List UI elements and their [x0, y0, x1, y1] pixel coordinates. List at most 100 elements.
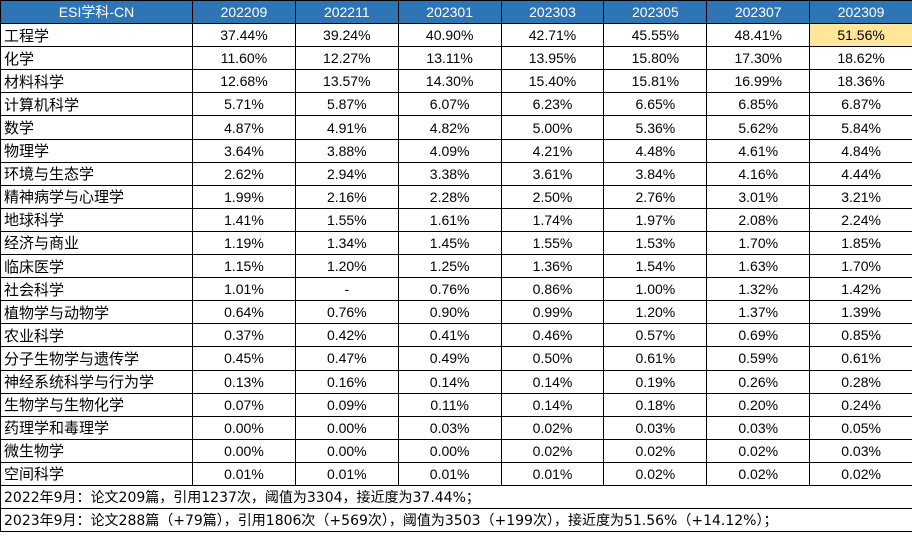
- value-cell: 1.32%: [706, 277, 811, 302]
- table-body: 工程学 37.44% 39.24% 40.90% 42.71% 45.55% 48.41% 5…: [0, 23, 912, 486]
- table-row: 生物学与生物化学 0.07% 0.09% 0.11% 0.14% 0.18% 0.20% 0.…: [0, 392, 912, 417]
- value-cell: 0.07%: [192, 392, 296, 417]
- value-cell: 0.00%: [192, 415, 296, 440]
- subject-cell: 分子生物学与遗传学: [0, 346, 193, 371]
- value-cell: 15.81%: [603, 69, 708, 94]
- value-cell: 11.60%: [192, 46, 296, 71]
- subject-cell: 环境与生态学: [0, 161, 193, 186]
- value-cell: 6.85%: [706, 92, 811, 117]
- note-text: 2022年9月：论文209篇，引用1237次，阈值为3304，接近度为37.44…: [0, 484, 912, 510]
- table-row: 环境与生态学 2.62% 2.94% 3.38% 3.61% 3.84% 4.16% 4.44…: [0, 161, 912, 186]
- value-cell: 1.41%: [192, 207, 296, 232]
- value-cell: 5.87%: [294, 92, 399, 117]
- value-cell: 4.91%: [294, 115, 399, 140]
- value-cell: 2.16%: [294, 184, 399, 209]
- value-cell: 2.76%: [603, 184, 708, 209]
- subject-cell: 农业科学: [0, 323, 193, 348]
- value-cell: 1.97%: [603, 207, 708, 232]
- header-row: ESI学科-CN 202209 202211 202301 202303 202305 2…: [0, 0, 912, 25]
- note-text: 2023年9月：论文288篇（+79篇），引用1806次（+569次），阈值为3…: [0, 508, 912, 533]
- header-period: 202211: [294, 0, 399, 25]
- value-cell: 4.16%: [706, 161, 811, 186]
- value-cell: 0.90%: [397, 300, 502, 325]
- value-cell: 1.70%: [706, 230, 811, 256]
- subject-cell: 精神病学与心理学: [0, 184, 193, 209]
- value-cell: 0.03%: [603, 415, 708, 440]
- value-cell: 4.87%: [192, 115, 296, 140]
- value-cell: 0.01%: [397, 461, 502, 486]
- value-cell: 6.87%: [809, 92, 912, 117]
- value-cell: 3.84%: [603, 161, 708, 186]
- value-cell: 18.36%: [809, 69, 912, 94]
- subject-cell: 计算机科学: [0, 92, 193, 117]
- value-cell: 15.40%: [500, 69, 605, 94]
- value-cell: 0.41%: [397, 323, 502, 348]
- subject-cell: 微生物学: [0, 438, 193, 463]
- value-cell: 0.03%: [809, 438, 912, 463]
- value-cell: 1.20%: [603, 300, 708, 325]
- value-cell: 16.99%: [706, 69, 811, 94]
- value-cell: 40.90%: [397, 23, 502, 48]
- table-row: 地球科学 1.41% 1.55% 1.61% 1.74% 1.97% 2.08% 2.24%: [0, 207, 912, 232]
- value-cell: 0.09%: [294, 392, 399, 417]
- value-cell: 0.02%: [500, 415, 605, 440]
- table-row: 微生物学 0.00% 0.00% 0.00% 0.02% 0.02% 0.02% 0.03%: [0, 438, 912, 463]
- subject-cell: 空间科学: [0, 461, 193, 486]
- value-cell: 5.00%: [500, 115, 605, 140]
- value-cell: 4.84%: [809, 138, 912, 163]
- value-cell: 15.80%: [603, 46, 708, 71]
- value-cell: 0.02%: [603, 461, 708, 486]
- header-period: 202309: [809, 0, 912, 25]
- subject-cell: 社会科学: [0, 277, 193, 302]
- value-cell: 1.54%: [603, 254, 708, 279]
- value-cell: 48.41%: [706, 23, 811, 48]
- value-cell: 0.37%: [192, 323, 296, 348]
- value-cell: 0.24%: [809, 392, 912, 417]
- table-row: 计算机科学 5.71% 5.87% 6.07% 6.23% 6.65% 6.85% 6.87%: [0, 92, 912, 117]
- table-row: 神经系统科学与行为学 0.13% 0.16% 0.14% 0.14% 0.19% 0.26%…: [0, 369, 912, 394]
- value-cell: 1.99%: [192, 184, 296, 209]
- value-cell: 2.08%: [706, 207, 811, 232]
- value-cell: 0.01%: [294, 461, 399, 486]
- value-cell: 37.44%: [192, 23, 296, 48]
- value-cell: 14.30%: [397, 69, 502, 94]
- value-cell: 1.36%: [500, 254, 605, 279]
- value-cell: 0.64%: [192, 300, 296, 325]
- subject-cell: 数学: [0, 115, 193, 140]
- subject-cell: 植物学与动物学: [0, 300, 193, 325]
- subject-cell: 药理学和毒理学: [0, 415, 193, 440]
- value-cell: 0.45%: [192, 346, 296, 371]
- note-row: 2023年9月：论文288篇（+79篇），引用1806次（+569次），阈值为3…: [0, 508, 912, 533]
- subject-cell: 地球科学: [0, 207, 193, 232]
- value-cell: 17.30%: [706, 46, 811, 71]
- value-cell: 0.01%: [192, 461, 296, 486]
- subject-cell: 物理学: [0, 138, 193, 163]
- value-cell: 5.84%: [809, 115, 912, 140]
- value-cell: 0.50%: [500, 346, 605, 371]
- table-row: 精神病学与心理学 1.99% 2.16% 2.28% 2.50% 2.76% 3.01% 3.…: [0, 184, 912, 209]
- value-cell: 0.49%: [397, 346, 502, 371]
- value-cell: 42.71%: [500, 23, 605, 48]
- value-cell: 0.00%: [192, 438, 296, 463]
- value-cell: 4.09%: [397, 138, 502, 163]
- value-cell: 0.42%: [294, 323, 399, 348]
- table-row: 药理学和毒理学 0.00% 0.00% 0.03% 0.02% 0.03% 0.03% 0.0…: [0, 415, 912, 440]
- subject-cell: 材料科学: [0, 69, 193, 94]
- header-period: 202307: [706, 0, 811, 25]
- value-cell: 0.02%: [603, 438, 708, 463]
- value-cell: 1.20%: [294, 254, 399, 279]
- value-cell: 3.61%: [500, 161, 605, 186]
- header-subject: ESI学科-CN: [0, 0, 193, 25]
- table-row: 植物学与动物学 0.64% 0.76% 0.90% 0.99% 1.20% 1.37% 1.3…: [0, 300, 912, 325]
- value-cell: 5.71%: [192, 92, 296, 117]
- value-cell: 0.76%: [397, 277, 502, 302]
- value-cell: 0.11%: [397, 392, 502, 417]
- value-cell: 5.62%: [706, 115, 811, 140]
- note-row: 2022年9月：论文209篇，引用1237次，阈值为3304，接近度为37.44…: [0, 484, 912, 510]
- subject-cell: 神经系统科学与行为学: [0, 369, 193, 394]
- value-cell: 0.02%: [809, 461, 912, 486]
- value-cell: 1.55%: [294, 207, 399, 232]
- value-cell: 0.03%: [706, 415, 811, 440]
- value-cell: 0.14%: [500, 369, 605, 394]
- value-cell: 18.62%: [809, 46, 912, 71]
